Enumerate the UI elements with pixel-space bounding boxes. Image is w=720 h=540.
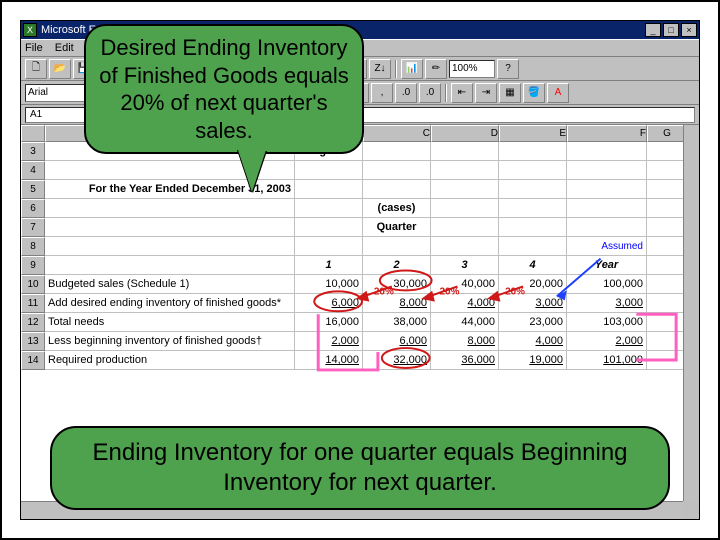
cell[interactable]: 101,000 (567, 351, 647, 370)
cell[interactable]: 8,000 (363, 294, 431, 313)
col-header-d[interactable]: D (431, 125, 499, 142)
borders-icon[interactable]: ▦ (499, 83, 521, 103)
col-header-c[interactable]: C (363, 125, 431, 142)
row-header[interactable]: 3 (21, 142, 45, 161)
close-button[interactable]: × (681, 23, 697, 37)
row-header[interactable]: 14 (21, 351, 45, 370)
col-header-e[interactable]: E (499, 125, 567, 142)
row-header[interactable]: 11 (21, 294, 45, 313)
cell[interactable]: 3,000 (567, 294, 647, 313)
cell[interactable]: 32,000 (363, 351, 431, 370)
cell[interactable]: 103,000 (567, 313, 647, 332)
comma-icon[interactable]: , (371, 83, 393, 103)
quarter-label: Quarter (363, 218, 431, 237)
col-header-f[interactable]: F (567, 125, 647, 142)
cell[interactable]: 23,000 (499, 313, 567, 332)
cell[interactable]: 19,000 (499, 351, 567, 370)
cell[interactable]: 2,000 (295, 332, 363, 351)
cell[interactable]: 8,000 (431, 332, 499, 351)
row-header[interactable]: 12 (21, 313, 45, 332)
inc-indent-icon[interactable]: ⇥ (475, 83, 497, 103)
cell[interactable]: 100,000 (567, 275, 647, 294)
q3-header: 3 (431, 256, 499, 275)
inc-decimal-icon[interactable]: .0 (395, 83, 417, 103)
cell[interactable]: 38,000 (363, 313, 431, 332)
cell[interactable]: 6,000 (295, 294, 363, 313)
help-icon[interactable]: ? (497, 59, 519, 79)
cell[interactable]: 40,000 (431, 275, 499, 294)
subtitle-cell: (cases) (363, 199, 431, 218)
cell[interactable]: 4,000 (431, 294, 499, 313)
year-header: Year (567, 256, 647, 275)
open-icon[interactable]: 📂 (49, 59, 71, 79)
table-row: 12Total needs16,00038,00044,00023,000103… (21, 313, 699, 332)
font-color-icon[interactable]: A (547, 83, 569, 103)
row-label: Required production (45, 351, 295, 370)
row-header[interactable]: 4 (21, 161, 45, 180)
cell[interactable]: 10,000 (295, 275, 363, 294)
row-label: Budgeted sales (Schedule 1) (45, 275, 295, 294)
new-icon[interactable]: 🗋 (25, 59, 47, 79)
callout-bottom: Ending Inventory for one quarter equals … (50, 426, 670, 510)
cell[interactable]: 4,000 (499, 332, 567, 351)
callout-top: Desired Ending Inventory of Finished Goo… (84, 24, 364, 154)
cell[interactable]: 36,000 (431, 351, 499, 370)
cell[interactable]: 14,000 (295, 351, 363, 370)
menu-file[interactable]: File (25, 42, 43, 54)
app-icon: X (23, 23, 37, 37)
cell[interactable]: 6,000 (363, 332, 431, 351)
row-label: Add desired ending inventory of finished… (45, 294, 295, 313)
minimize-button[interactable]: _ (645, 23, 661, 37)
q2-header: 2 (363, 256, 431, 275)
dec-indent-icon[interactable]: ⇤ (451, 83, 473, 103)
table-row: 13Less beginning inventory of finished g… (21, 332, 699, 351)
select-all-corner[interactable] (21, 125, 45, 142)
col-header-g[interactable]: G (647, 125, 687, 142)
table-row: 10Budgeted sales (Schedule 1)10,00030,00… (21, 275, 699, 294)
row-header[interactable]: 5 (21, 180, 45, 199)
cell[interactable]: 2,000 (567, 332, 647, 351)
cell[interactable]: 16,000 (295, 313, 363, 332)
row-header[interactable]: 6 (21, 199, 45, 218)
vertical-scrollbar[interactable] (683, 125, 699, 501)
name-box[interactable]: A1 (25, 107, 85, 123)
fill-color-icon[interactable]: 🪣 (523, 83, 545, 103)
drawing-icon[interactable]: ✏ (425, 59, 447, 79)
cell[interactable]: 30,000 (363, 275, 431, 294)
table-row: 11Add desired ending inventory of finish… (21, 294, 699, 313)
dec-decimal-icon[interactable]: .0 (419, 83, 441, 103)
zoom-combo[interactable]: 100% (449, 60, 495, 78)
row-header[interactable]: 8 (21, 237, 45, 256)
maximize-button[interactable]: □ (663, 23, 679, 37)
row-label: Total needs (45, 313, 295, 332)
menu-edit[interactable]: Edit (55, 42, 74, 54)
cell[interactable]: 20,000 (499, 275, 567, 294)
q4-header: 4 (499, 256, 567, 275)
cell[interactable]: 44,000 (431, 313, 499, 332)
q1-header: 1 (295, 256, 363, 275)
table-row: 14Required production14,00032,00036,0001… (21, 351, 699, 370)
assumed-label: Assumed (567, 237, 647, 256)
row-header[interactable]: 10 (21, 275, 45, 294)
row-header[interactable]: 9 (21, 256, 45, 275)
chart-icon[interactable]: 📊 (401, 59, 423, 79)
row-header[interactable]: 13 (21, 332, 45, 351)
cell[interactable]: 3,000 (499, 294, 567, 313)
sort-desc-icon[interactable]: Z↓ (369, 59, 391, 79)
row-label: Less beginning inventory of finished goo… (45, 332, 295, 351)
row-header[interactable]: 7 (21, 218, 45, 237)
